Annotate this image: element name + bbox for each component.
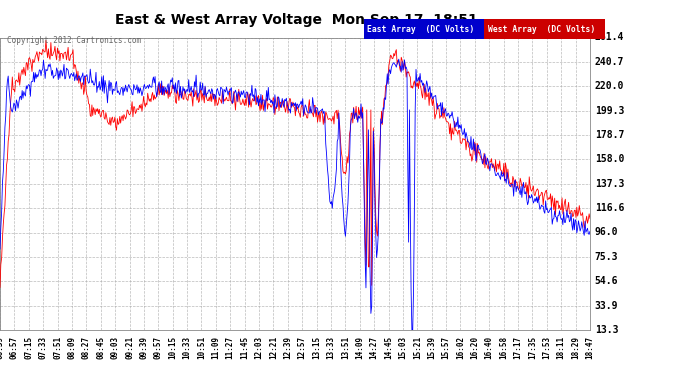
Text: 240.7: 240.7	[595, 57, 624, 67]
Text: East & West Array Voltage  Mon Sep 17  18:51: East & West Array Voltage Mon Sep 17 18:…	[115, 13, 478, 27]
Text: 199.3: 199.3	[595, 106, 624, 116]
Text: 75.3: 75.3	[595, 252, 618, 262]
Text: 158.0: 158.0	[595, 154, 624, 164]
Text: 116.6: 116.6	[595, 203, 624, 213]
Text: 220.0: 220.0	[595, 81, 624, 91]
Text: 54.6: 54.6	[595, 276, 618, 286]
Text: 137.3: 137.3	[595, 179, 624, 189]
Text: 178.7: 178.7	[595, 130, 624, 140]
Text: 96.0: 96.0	[595, 228, 618, 237]
Text: East Array  (DC Volts): East Array (DC Volts)	[367, 25, 474, 34]
Text: 261.4: 261.4	[595, 33, 624, 42]
Text: 33.9: 33.9	[595, 301, 618, 311]
Text: 13.3: 13.3	[595, 325, 618, 335]
Text: West Array  (DC Volts): West Array (DC Volts)	[488, 25, 595, 34]
Text: Copyright 2012 Cartronics.com: Copyright 2012 Cartronics.com	[7, 36, 141, 45]
